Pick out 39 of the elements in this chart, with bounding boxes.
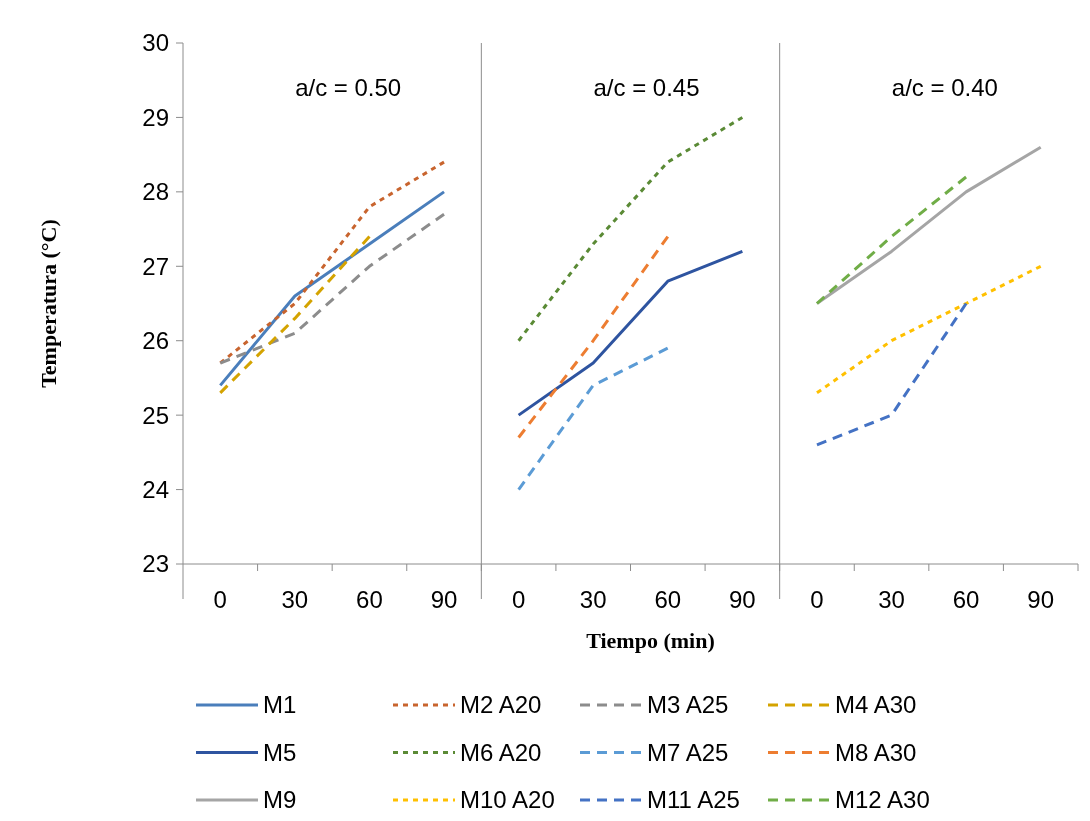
legend-label: M2 A20 (460, 691, 542, 719)
legend-label: M3 A25 (647, 691, 729, 719)
legend-label: M7 A25 (647, 738, 729, 766)
y-tick-label: 26 (142, 327, 169, 355)
legend-label: M4 A30 (835, 691, 917, 719)
line-series (218, 190, 446, 387)
text: a/c = 0.45 (593, 74, 700, 101)
y-tick-label: 24 (142, 475, 169, 503)
line-series (218, 212, 446, 365)
x-tick-label: 30 (878, 586, 905, 613)
y-tick-label: 28 (142, 178, 169, 206)
legend-label: M11 A25 (647, 786, 740, 814)
x-tick-label: 60 (952, 586, 980, 613)
x-axis-title: Tiempo (min) (586, 628, 715, 653)
text: a/c = 0.50 (295, 74, 402, 101)
legend-label: M6 A20 (460, 738, 542, 766)
y-tick-label: 27 (142, 252, 169, 280)
y-tick-label: 30 (142, 29, 169, 57)
x-tick-label: 60 (356, 586, 383, 613)
x-tick-label: 0 (511, 586, 526, 613)
legend-label: M8 A30 (835, 738, 917, 766)
legend-label: M12 A30 (835, 786, 930, 814)
text: a/c = 0.40 (891, 74, 998, 101)
legend-label: M5 (263, 738, 297, 766)
y-axis-title: Temperatura (°C) (36, 219, 61, 388)
x-tick-label: 30 (579, 586, 607, 613)
legend-label: M1 (263, 691, 297, 719)
x-tick-label: 30 (281, 586, 309, 613)
x-tick-label: 90 (1027, 586, 1055, 613)
y-tick-label: 29 (142, 103, 169, 131)
y-tick-label: 23 (142, 550, 169, 578)
x-tick-label: 90 (430, 586, 458, 613)
legend-label: M10 A20 (460, 786, 555, 814)
x-tick-label: 0 (810, 586, 824, 613)
legend-label: M9 (263, 786, 297, 814)
x-tick-label: 60 (654, 586, 682, 613)
x-tick-label: 0 (213, 586, 227, 613)
y-tick-label: 25 (142, 401, 169, 429)
x-tick-label: 90 (729, 586, 756, 613)
